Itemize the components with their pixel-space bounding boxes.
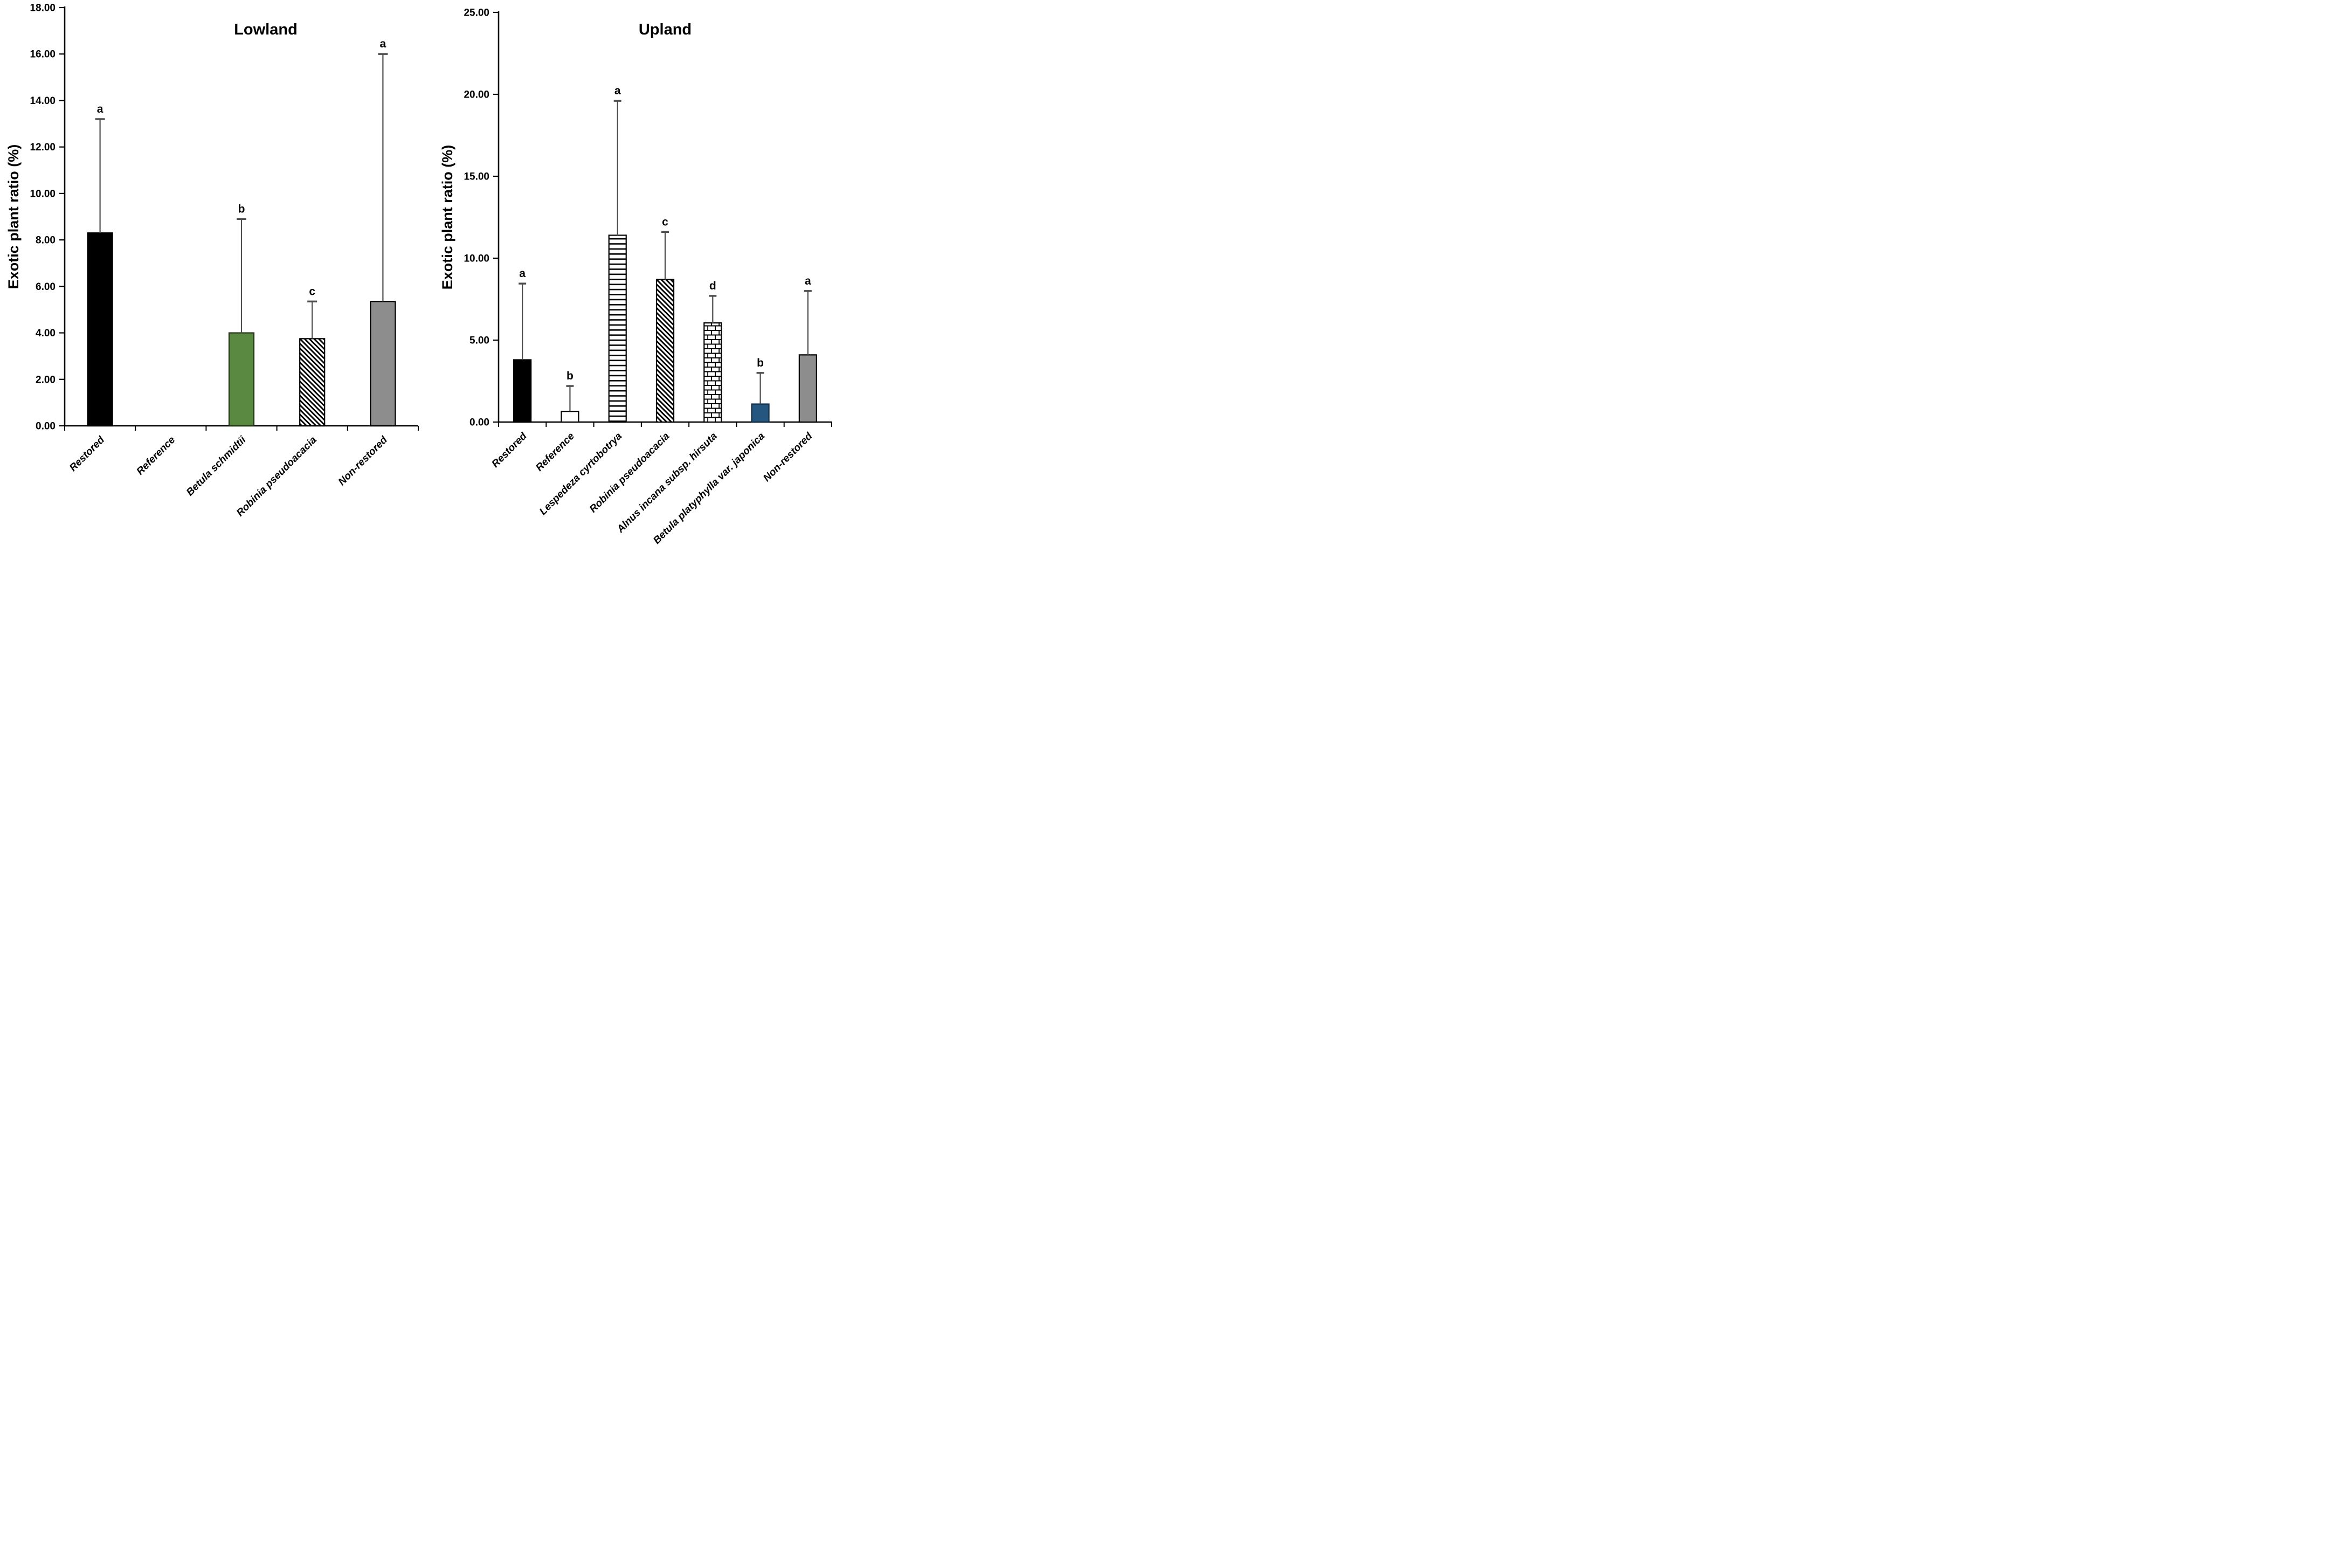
bar-lespedeza-cyrtobotrya	[608, 234, 627, 423]
sig-letter: c	[309, 285, 315, 298]
sig-letter: a	[380, 38, 386, 50]
y-tick-label: 18.00	[30, 3, 56, 14]
bar-reference	[561, 411, 579, 423]
chart-upland: 0.00 5.00 10.00 15.00 20.00 25.00 a Restored b Re…	[439, 8, 832, 547]
y-tick-label: 15.00	[464, 171, 489, 183]
y-axis-title: Exotic plant ratio (%)	[439, 145, 455, 290]
x-tick-label: Reference	[135, 434, 178, 477]
x-tick-label: Non-restored	[336, 434, 390, 487]
sig-letter: d	[709, 280, 716, 292]
y-tick-label: 0.00	[36, 421, 56, 432]
y-tick-label: 20.00	[464, 89, 489, 101]
x-tick-label: Robinia pseudoacacia	[588, 430, 672, 515]
figure-canvas: 0.00 2.00 4.00 6.00 8.00 10.00 12.00 14.00 16.00…	[0, 0, 833, 557]
chart-title: Upland	[639, 21, 692, 38]
y-tick-label: 16.00	[30, 49, 56, 60]
bar-restored	[87, 232, 113, 427]
y-tick-label: 5.00	[469, 335, 489, 347]
y-axis-title: Exotic plant ratio (%)	[5, 144, 22, 289]
x-tick-label: Restored	[490, 430, 529, 469]
y-tick-label: 2.00	[36, 374, 56, 385]
y-tick-label: 10.00	[464, 253, 489, 265]
chart-title: Lowland	[234, 21, 298, 38]
x-tick-label: Betula schmidtii	[184, 434, 248, 498]
bar-robinia-pseudoacacia	[655, 279, 675, 423]
sig-letter: a	[97, 103, 103, 115]
bar-non-restored	[798, 354, 817, 423]
sig-letter: b	[566, 370, 574, 382]
bar-robinia-pseudoacacia	[299, 338, 326, 427]
y-tick-label: 6.00	[36, 281, 56, 293]
x-tick-label: Alnus incana subsp. hirsuta	[614, 430, 720, 535]
sig-letter: b	[238, 203, 245, 215]
y-tick-label: 0.00	[469, 417, 489, 429]
x-tick-label: Reference	[534, 430, 577, 473]
bar-alnus-incana-subsp-hirsuta	[703, 322, 722, 423]
sig-letter: a	[805, 275, 811, 287]
sig-letter: a	[614, 85, 621, 97]
x-tick-label: Robinia pseudoacacia	[234, 434, 319, 519]
sig-letter: a	[519, 267, 526, 280]
y-tick-label: 4.00	[36, 328, 56, 339]
y-tick-label: 25.00	[464, 8, 489, 19]
bar-non-restored	[370, 301, 396, 427]
y-tick-label: 10.00	[30, 188, 56, 199]
x-tick-label: Restored	[67, 434, 107, 473]
bar-betula-platyphylla-var-japonica	[751, 403, 770, 423]
chart-lowland: 0.00 2.00 4.00 6.00 8.00 10.00 12.00 14.00 16.00…	[5, 3, 419, 519]
sig-letter: c	[662, 216, 668, 228]
x-tick-label: Lespedeza cyrtobotrya	[537, 430, 624, 517]
bar-restored	[513, 359, 532, 423]
sig-letter: b	[757, 357, 764, 369]
bar-charts-svg: 0.00 2.00 4.00 6.00 8.00 10.00 12.00 14.00 16.00…	[5, 3, 832, 547]
y-tick-label: 8.00	[36, 235, 56, 246]
x-tick-label: Non-restored	[761, 430, 814, 483]
y-tick-label: 14.00	[30, 95, 56, 107]
bar-betula-schmidtii	[228, 332, 255, 427]
y-tick-label: 12.00	[30, 142, 56, 153]
